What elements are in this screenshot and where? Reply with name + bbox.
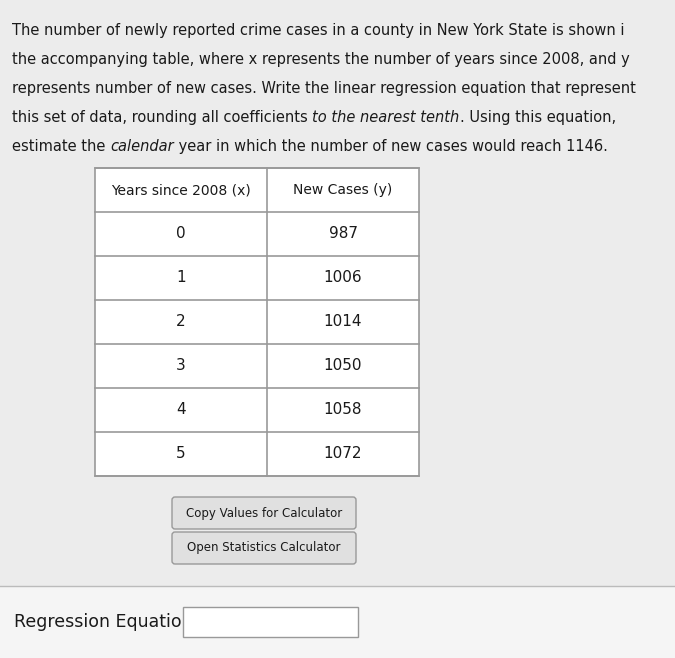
Text: Open Statistics Calculator: Open Statistics Calculator [187, 542, 341, 555]
Text: 4: 4 [176, 403, 186, 417]
Text: 3: 3 [176, 359, 186, 374]
Text: 0: 0 [176, 226, 186, 241]
FancyBboxPatch shape [172, 532, 356, 564]
Text: 1: 1 [176, 270, 186, 286]
Text: 1058: 1058 [324, 403, 362, 417]
Text: year in which the number of new cases would reach 1146.: year in which the number of new cases wo… [173, 139, 608, 154]
Bar [183, 607, 358, 637]
Text: The number of newly reported crime cases in a county in New York State is shown : The number of newly reported crime cases… [12, 23, 624, 38]
Text: 987: 987 [329, 226, 358, 241]
Text: Copy Values for Calculator: Copy Values for Calculator [186, 507, 342, 520]
Text: this set of data, rounding all coefficients: this set of data, rounding all coefficie… [12, 110, 313, 125]
Text: Years since 2008 (x): Years since 2008 (x) [111, 183, 251, 197]
Text: 2: 2 [176, 315, 186, 330]
Text: 1072: 1072 [324, 447, 362, 461]
Text: 5: 5 [176, 447, 186, 461]
Text: 1050: 1050 [324, 359, 362, 374]
Text: represents number of new cases. Write the linear regression equation that repres: represents number of new cases. Write th… [12, 81, 636, 96]
Bar [95, 168, 419, 476]
Text: 1014: 1014 [324, 315, 362, 330]
Text: estimate the: estimate the [12, 139, 110, 154]
Text: calendar: calendar [110, 139, 173, 154]
Text: New Cases (y): New Cases (y) [294, 183, 393, 197]
Text: Regression Equation:: Regression Equation: [14, 613, 198, 631]
Bar [0, 586, 675, 658]
Text: . Using this equation,: . Using this equation, [460, 110, 616, 125]
Text: to the nearest tenth: to the nearest tenth [313, 110, 460, 125]
Text: 1006: 1006 [324, 270, 362, 286]
Text: the accompanying table, where x represents the number of years since 2008, and y: the accompanying table, where x represen… [12, 52, 630, 67]
FancyBboxPatch shape [172, 497, 356, 529]
